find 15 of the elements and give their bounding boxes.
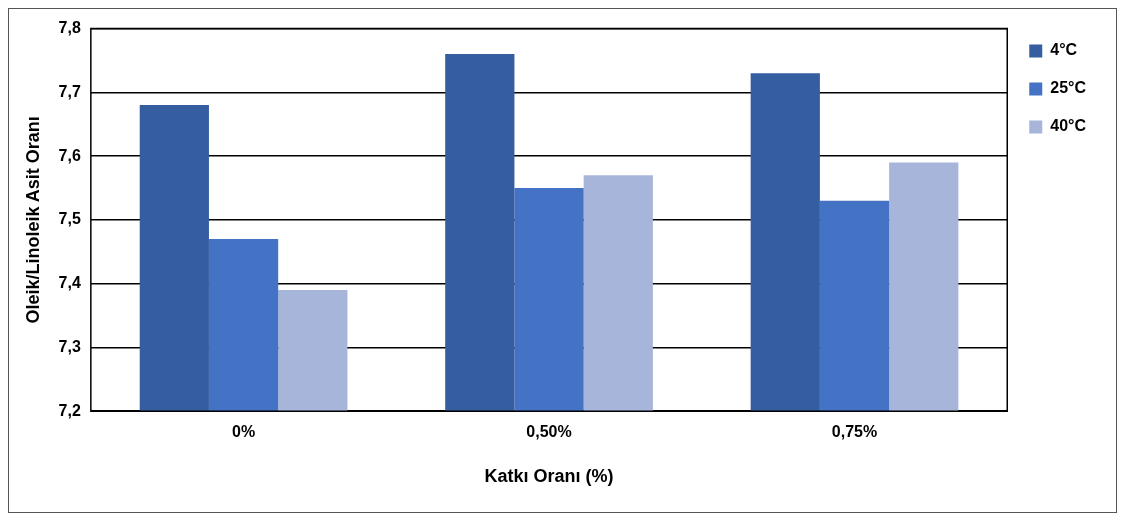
legend-label: 4°C — [1050, 41, 1078, 59]
y-tick-label: 7,2 — [58, 401, 81, 419]
y-tick-label: 7,7 — [58, 82, 81, 100]
x-tick-label: 0,75% — [831, 423, 878, 441]
x-tick-label: 0,50% — [526, 423, 572, 441]
legend-label: 40°C — [1050, 117, 1087, 135]
y-axis-title: Oleik/Linoleik Asit Oranı — [22, 116, 43, 324]
y-tick-label: 7,6 — [58, 146, 81, 164]
y-tick-label: 7,4 — [58, 274, 81, 292]
x-axis-title: Katkı Oranı (%) — [484, 466, 614, 487]
y-tick-label: 7,8 — [58, 19, 81, 37]
y-tick-label: 7,3 — [58, 337, 81, 355]
y-tick-label: 7,5 — [58, 210, 81, 228]
x-tick-label: 0% — [232, 423, 256, 441]
legend-label: 25°C — [1050, 79, 1087, 97]
